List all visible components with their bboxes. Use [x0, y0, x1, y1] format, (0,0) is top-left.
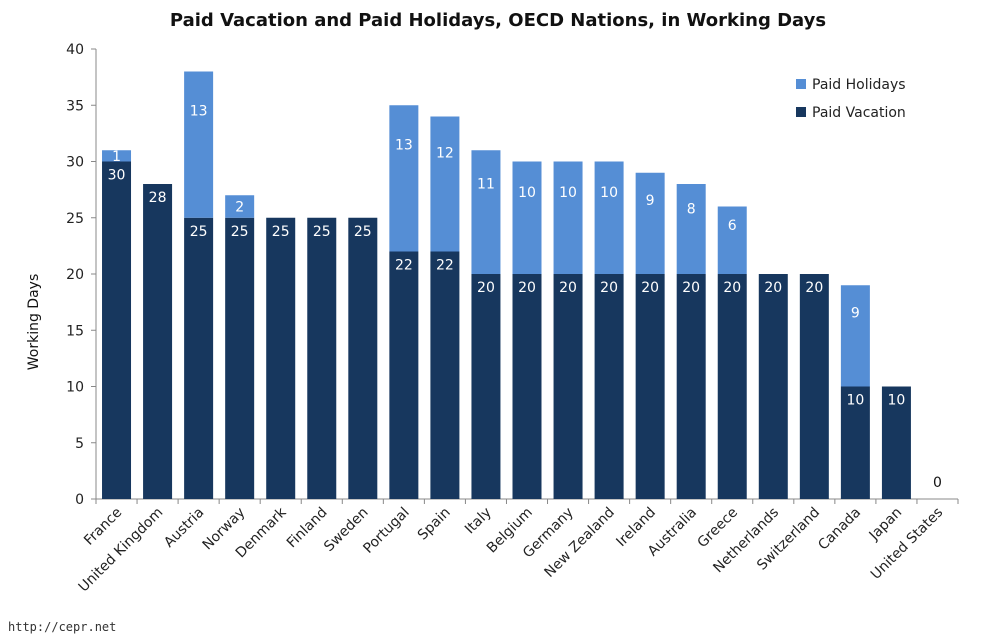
bar-paid-vacation — [102, 161, 132, 499]
data-label-paid-vacation: 25 — [190, 224, 208, 240]
bar-paid-vacation — [430, 251, 460, 499]
data-label-paid-holidays: 13 — [190, 104, 208, 120]
bar-paid-holidays — [471, 150, 501, 274]
data-label-paid-holidays: 6 — [728, 218, 737, 234]
bar-paid-vacation — [512, 274, 542, 499]
data-label-paid-vacation: 20 — [723, 280, 741, 296]
data-label-paid-holidays: 8 — [687, 201, 696, 217]
data-label-paid-vacation: 28 — [149, 190, 167, 206]
y-tick-label: 40 — [66, 42, 84, 58]
data-label-paid-holidays: 12 — [436, 146, 454, 162]
bar-paid-holidays — [676, 184, 706, 274]
data-label-paid-holidays: 13 — [395, 137, 413, 153]
data-label-paid-vacation: 10 — [846, 393, 864, 409]
bar-paid-vacation — [840, 386, 870, 499]
y-tick-label: 20 — [66, 267, 84, 283]
data-label-paid-vacation: 25 — [231, 224, 249, 240]
y-tick-label: 0 — [75, 492, 84, 508]
x-category-label: United States — [868, 505, 946, 583]
data-label-paid-vacation: 25 — [313, 224, 331, 240]
y-tick-label: 30 — [66, 155, 84, 171]
x-category-label: Japan — [866, 505, 906, 545]
data-label-paid-vacation: 0 — [933, 475, 942, 491]
data-label-paid-holidays: 9 — [851, 306, 860, 322]
y-tick-label: 10 — [66, 380, 84, 396]
x-category-label: Italy — [462, 505, 495, 538]
x-category-label: Canada — [815, 505, 864, 554]
data-label-paid-holidays: 1 — [112, 149, 121, 165]
bar-paid-vacation — [758, 274, 788, 499]
bar-paid-vacation — [348, 217, 378, 499]
source-url[interactable]: http://cepr.net — [8, 620, 117, 634]
y-tick-label: 35 — [66, 98, 84, 114]
bar-paid-holidays — [225, 195, 255, 218]
bar-paid-vacation — [594, 274, 624, 499]
data-label-paid-holidays: 10 — [559, 185, 577, 201]
data-label-paid-vacation: 20 — [477, 280, 495, 296]
data-label-paid-vacation: 20 — [805, 280, 823, 296]
y-tick-label: 5 — [75, 436, 84, 452]
bar-paid-vacation — [266, 217, 296, 499]
bar-paid-vacation — [225, 217, 255, 499]
data-label-paid-holidays: 10 — [518, 185, 536, 201]
data-label-paid-vacation: 20 — [559, 280, 577, 296]
data-label-paid-vacation: 20 — [764, 280, 782, 296]
bar-paid-holidays — [553, 161, 583, 274]
bar-paid-holidays — [430, 116, 460, 252]
data-label-paid-vacation: 20 — [682, 280, 700, 296]
data-label-paid-holidays: 11 — [477, 176, 495, 192]
bar-paid-vacation — [184, 217, 214, 499]
legend-label: Paid Vacation — [812, 105, 906, 121]
data-label-paid-holidays: 2 — [235, 200, 244, 216]
data-label-paid-vacation: 30 — [108, 168, 126, 184]
bar-paid-vacation — [389, 251, 419, 499]
x-category-label: Portugal — [360, 505, 412, 557]
bar-paid-holidays — [717, 206, 747, 274]
bar-paid-holidays — [635, 172, 665, 274]
bar-paid-holidays — [594, 161, 624, 274]
data-label-paid-vacation: 22 — [436, 258, 454, 274]
bar-paid-vacation — [471, 274, 501, 499]
bar-paid-holidays — [102, 150, 132, 162]
y-tick-label: 25 — [66, 211, 84, 227]
data-label-paid-vacation: 10 — [888, 393, 906, 409]
data-label-paid-vacation: 20 — [641, 280, 659, 296]
y-tick-label: 15 — [66, 323, 84, 339]
data-label-paid-vacation: 22 — [395, 258, 413, 274]
data-label-paid-vacation: 25 — [272, 224, 290, 240]
bar-paid-vacation — [676, 274, 706, 499]
chart-title: Paid Vacation and Paid Holidays, OECD Na… — [169, 10, 827, 31]
legend-label: Paid Holidays — [812, 77, 906, 93]
data-label-paid-vacation: 25 — [354, 224, 372, 240]
data-label-paid-vacation: 20 — [600, 280, 618, 296]
legend-swatch — [796, 79, 806, 89]
bar-paid-holidays — [512, 161, 542, 274]
bar-paid-vacation — [881, 386, 911, 499]
bar-paid-vacation — [307, 217, 337, 499]
data-label-paid-vacation: 20 — [518, 280, 536, 296]
bar-paid-vacation — [635, 274, 665, 499]
bar-paid-vacation — [717, 274, 747, 499]
bar-paid-holidays — [389, 105, 419, 252]
legend-swatch — [796, 107, 806, 117]
data-label-paid-holidays: 10 — [600, 185, 618, 201]
bar-paid-vacation — [553, 274, 583, 499]
x-category-label: Spain — [415, 505, 454, 544]
bar-paid-holidays — [184, 71, 214, 218]
bar-paid-vacation — [143, 184, 173, 499]
bar-paid-holidays — [840, 285, 870, 387]
bar-paid-vacation — [799, 274, 829, 499]
data-label-paid-holidays: 9 — [646, 193, 655, 209]
